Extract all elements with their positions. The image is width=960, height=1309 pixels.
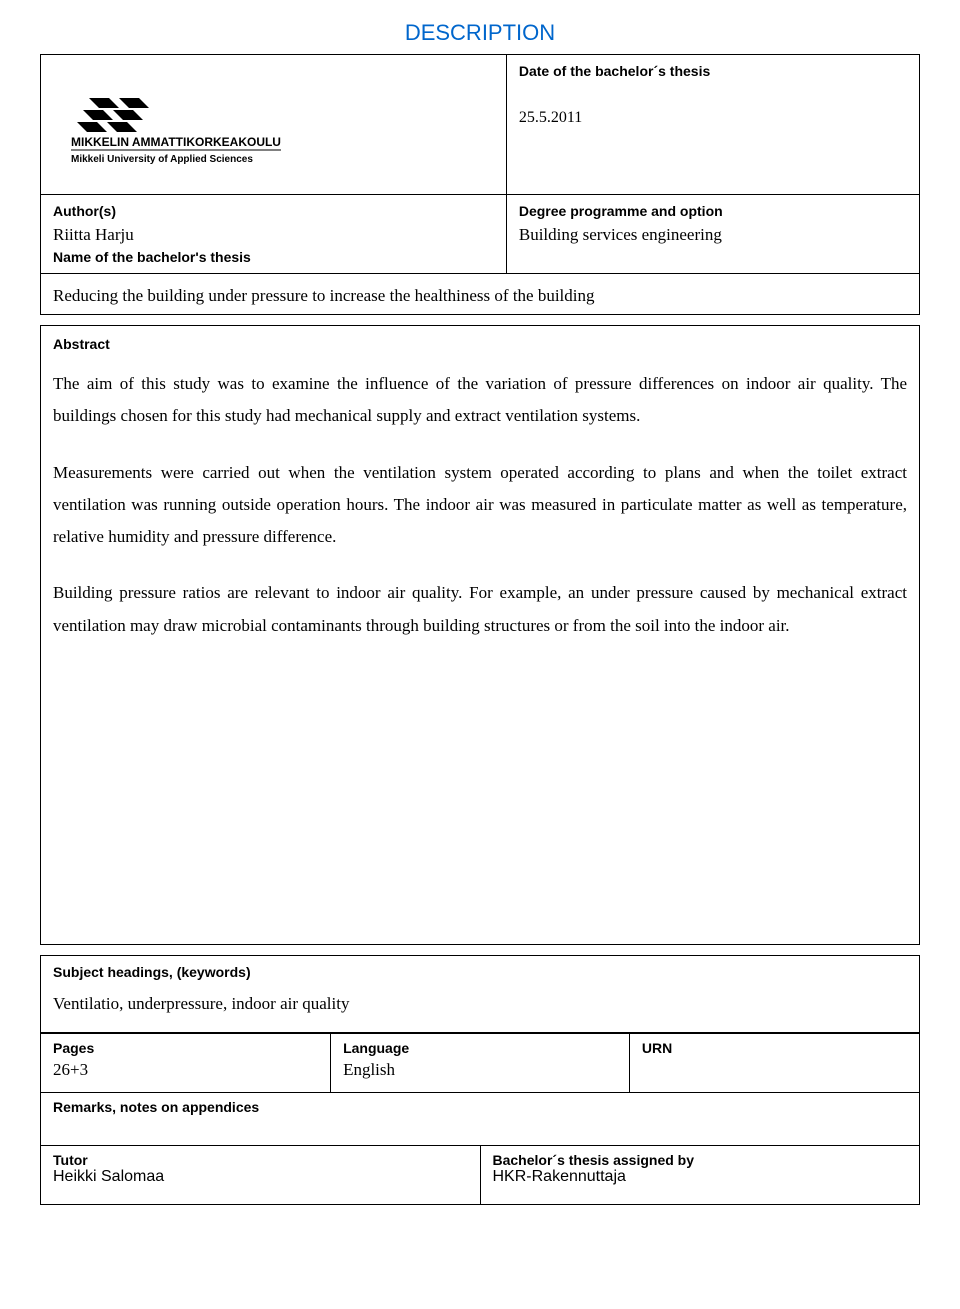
tutor-value: Heikki Salomaa xyxy=(53,1168,468,1186)
assigned-label: Bachelor´s thesis assigned by xyxy=(493,1152,908,1168)
abstract-label: Abstract xyxy=(53,336,907,352)
logo-icon: MIKKELIN AMMATTIKORKEAKOULU Mikkeli Univ… xyxy=(71,90,281,170)
keywords-label: Subject headings, (keywords) xyxy=(53,964,907,980)
abstract-para-2: Measurements were carried out when the v… xyxy=(53,457,907,554)
tutor-table: Tutor Heikki Salomaa Bachelor´s thesis a… xyxy=(40,1146,920,1205)
keywords-box: Subject headings, (keywords) Ventilatio,… xyxy=(40,955,920,1033)
abstract-box: Abstract The aim of this study was to ex… xyxy=(40,325,920,945)
thesis-name-label: Name of the bachelor's thesis xyxy=(53,249,494,265)
pages-value: 26+3 xyxy=(53,1060,318,1080)
thesis-title: Reducing the building under pressure to … xyxy=(53,286,907,306)
degree-cell: Degree programme and option Building ser… xyxy=(506,195,919,274)
tutor-label: Tutor xyxy=(53,1152,468,1168)
tutor-cell: Tutor Heikki Salomaa xyxy=(41,1146,481,1205)
abstract-para-1: The aim of this study was to examine the… xyxy=(53,368,907,433)
assigned-cell: Bachelor´s thesis assigned by HKR-Rakenn… xyxy=(480,1146,920,1205)
logo-cell: MIKKELIN AMMATTIKORKEAKOULU Mikkeli Univ… xyxy=(41,55,507,195)
date-cell: Date of the bachelor´s thesis 25.5.2011 xyxy=(506,55,919,195)
pages-label: Pages xyxy=(53,1040,318,1056)
page-title: DESCRIPTION xyxy=(40,20,920,46)
author-value: Riitta Harju xyxy=(53,225,494,245)
degree-value: Building services engineering xyxy=(519,225,907,245)
remarks-box: Remarks, notes on appendices xyxy=(40,1093,920,1146)
urn-label: URN xyxy=(642,1040,907,1056)
header-table: MIKKELIN AMMATTIKORKEAKOULU Mikkeli Univ… xyxy=(40,54,920,315)
logo-sub-text: Mikkeli University of Applied Sciences xyxy=(71,154,253,165)
abstract-para-3: Building pressure ratios are relevant to… xyxy=(53,577,907,642)
date-value: 25.5.2011 xyxy=(519,109,907,127)
keywords-value: Ventilatio, underpressure, indoor air qu… xyxy=(53,994,907,1014)
pages-cell: Pages 26+3 xyxy=(41,1034,331,1093)
meta-table: Pages 26+3 Language English URN xyxy=(40,1033,920,1093)
author-label: Author(s) xyxy=(53,203,494,219)
author-cell: Author(s) Riitta Harju Name of the bache… xyxy=(41,195,507,274)
urn-cell: URN xyxy=(629,1034,919,1093)
degree-label: Degree programme and option xyxy=(519,203,907,219)
logo-main-text: MIKKELIN AMMATTIKORKEAKOULU xyxy=(71,135,281,149)
institution-logo: MIKKELIN AMMATTIKORKEAKOULU Mikkeli Univ… xyxy=(71,90,281,175)
language-cell: Language English xyxy=(331,1034,630,1093)
language-label: Language xyxy=(343,1040,617,1056)
language-value: English xyxy=(343,1060,617,1080)
assigned-value: HKR-Rakennuttaja xyxy=(493,1168,908,1186)
thesis-title-cell: Reducing the building under pressure to … xyxy=(41,274,920,315)
date-label: Date of the bachelor´s thesis xyxy=(519,63,907,79)
remarks-label: Remarks, notes on appendices xyxy=(53,1099,907,1115)
